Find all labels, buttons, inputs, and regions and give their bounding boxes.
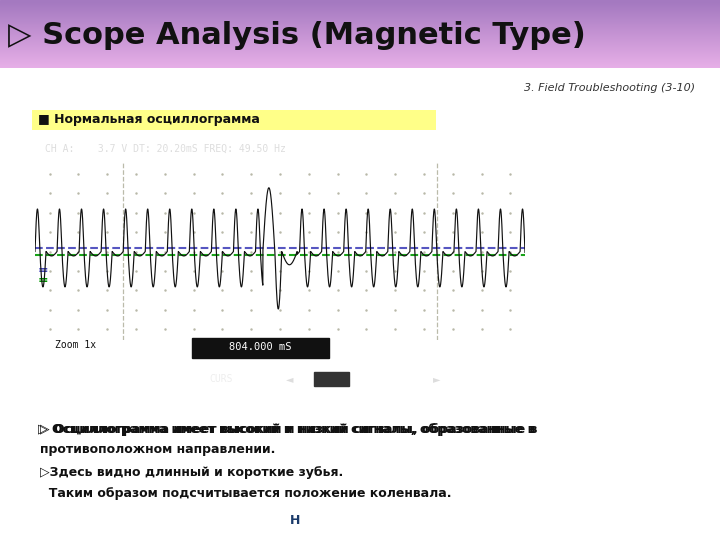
Text: ►: ► <box>433 374 441 384</box>
Text: ▷ Осциллограмма имеет высокий и низкий сигналы, образованные в: ▷ Осциллограмма имеет высокий и низкий с… <box>38 423 536 436</box>
Bar <box>0 59 720 60</box>
Bar <box>0 23 720 24</box>
Bar <box>0 61 720 62</box>
Bar <box>0 3 720 4</box>
Bar <box>0 35 720 36</box>
Bar <box>0 29 720 30</box>
Bar <box>0 1 720 2</box>
Bar <box>0 12 720 13</box>
Bar <box>0 25 720 26</box>
Bar <box>0 48 720 49</box>
Text: 3. Field Troubleshooting (3-10): 3. Field Troubleshooting (3-10) <box>523 83 695 93</box>
Text: CURS: CURS <box>210 374 233 384</box>
Bar <box>0 43 720 44</box>
Bar <box>0 66 720 67</box>
Bar <box>0 19 720 20</box>
Bar <box>0 8 720 9</box>
Bar <box>0 65 720 66</box>
Bar <box>0 52 720 53</box>
Bar <box>0 58 720 59</box>
Bar <box>0 31 720 32</box>
Text: ■ Нормальная осциллограмма: ■ Нормальная осциллограмма <box>38 113 261 126</box>
Bar <box>0 49 720 50</box>
Bar <box>0 13 720 14</box>
Bar <box>0 45 720 46</box>
Bar <box>0 2 720 3</box>
Bar <box>0 40 720 41</box>
Bar <box>0 32 720 33</box>
Bar <box>0 44 720 45</box>
Bar <box>0 46 720 47</box>
Bar <box>0 56 720 57</box>
Bar <box>0 54 720 55</box>
Text: противоположном направлении.: противоположном направлении. <box>40 443 275 456</box>
Bar <box>0 18 720 19</box>
Text: CH A:    3.7 V DT: 20.20mS FREQ: 49.50 Hz: CH A: 3.7 V DT: 20.20mS FREQ: 49.50 Hz <box>45 144 286 154</box>
Bar <box>0 39 720 40</box>
Text: Таким образом подсчитывается положение коленвала.: Таким образом подсчитывается положение к… <box>40 488 451 501</box>
Bar <box>0 63 720 64</box>
Bar <box>0 67 720 68</box>
Bar <box>0 17 720 18</box>
Bar <box>0 6 720 7</box>
Bar <box>0 42 720 43</box>
Bar <box>0 9 720 10</box>
Bar <box>0 47 720 48</box>
Bar <box>0 50 720 51</box>
Bar <box>315 373 348 386</box>
Bar <box>0 37 720 38</box>
Bar <box>0 7 720 8</box>
Bar <box>0 24 720 25</box>
Text: HYUNDAI Service  Training: HYUNDAI Service Training <box>313 512 541 528</box>
Bar <box>0 64 720 65</box>
Bar <box>0 33 720 34</box>
Text: =: = <box>37 264 48 276</box>
Bar <box>0 22 720 23</box>
Bar <box>0 14 720 15</box>
Text: ▷ Осциллограмма имеет высокий и низкий сигналы, образованные в: ▷ Осциллограмма имеет высокий и низкий с… <box>40 423 537 436</box>
Bar <box>0 27 720 28</box>
Bar <box>0 28 720 29</box>
Bar <box>0 11 720 12</box>
Bar <box>0 34 720 35</box>
Bar <box>0 41 720 42</box>
Text: =: = <box>37 274 48 287</box>
Text: ▷ Scope Analysis (Magnetic Type): ▷ Scope Analysis (Magnetic Type) <box>8 22 586 51</box>
Bar <box>0 21 720 22</box>
Bar <box>0 53 720 54</box>
Bar <box>0 10 720 11</box>
Bar <box>0 16 720 17</box>
Bar <box>0 38 720 39</box>
Bar <box>0 57 720 58</box>
Bar <box>0 15 720 16</box>
Bar <box>0 62 720 63</box>
Bar <box>0 30 720 31</box>
Text: H: H <box>290 514 300 526</box>
Text: Zoom 1x: Zoom 1x <box>55 340 96 350</box>
Bar <box>0 60 720 61</box>
Bar <box>0 0 720 1</box>
Bar <box>0 20 720 21</box>
Bar <box>0 4 720 5</box>
Circle shape <box>282 507 308 533</box>
Bar <box>0 51 720 52</box>
Bar <box>192 338 329 358</box>
Bar <box>0 5 720 6</box>
Text: ▷Здесь видно длинный и короткие зубья.: ▷Здесь видно длинный и короткие зубья. <box>40 466 343 479</box>
Text: ◄: ◄ <box>286 374 294 384</box>
Bar <box>0 36 720 37</box>
Bar <box>0 26 720 27</box>
Bar <box>0 55 720 56</box>
Text: 804.000 mS: 804.000 mS <box>229 342 292 352</box>
